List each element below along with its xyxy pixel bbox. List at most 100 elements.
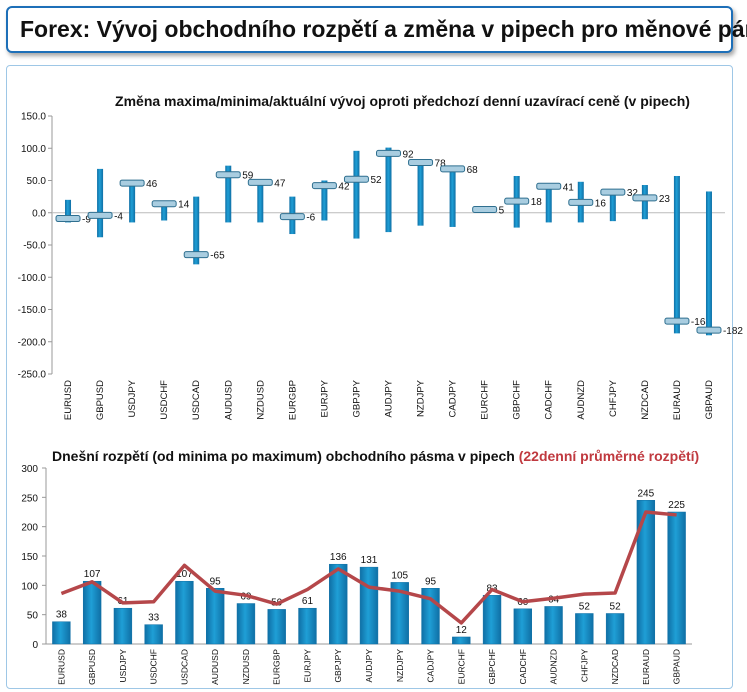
chart1-data-label: -168 (691, 317, 711, 328)
range-bar-today (482, 595, 502, 645)
range-bar-today (206, 588, 225, 645)
chart1-category-label: AUDJPY (384, 379, 395, 417)
chart1-category-label: GBPCHF (512, 380, 523, 420)
chart2-category-label: GBPUSD (87, 649, 97, 685)
chart2-category-label: USDCAD (179, 649, 189, 685)
chart1-category-label: GBPUSD (95, 380, 106, 420)
range-bar (449, 166, 456, 227)
range-bar-today (113, 607, 133, 645)
range-bar-today (513, 608, 532, 645)
range-bar-today (605, 613, 625, 645)
current-marker (151, 200, 177, 208)
chart1-category-label: CADCHF (544, 380, 555, 420)
chart1-data-label: 47 (274, 178, 286, 189)
chart2-title-red: (22denní průměrné rozpětí) (519, 448, 699, 464)
chart2-data-label: 105 (391, 570, 408, 581)
chart1-data-label: 14 (178, 200, 190, 211)
chart1-category-label: NZDUSD (255, 380, 266, 420)
chart1-data-label: -65 (210, 251, 225, 262)
range-bar (353, 150, 360, 239)
current-marker (119, 179, 145, 187)
chart2-category-label: USDCHF (149, 649, 159, 684)
chart2-category-label: GBPCHF (487, 649, 497, 684)
range-bar-today (359, 566, 379, 645)
chart1-category-label: EURAUD (672, 380, 683, 420)
range-bar (705, 191, 712, 336)
chart2-category-label: EURUSD (56, 649, 66, 685)
chart1-title: Změna maxima/minima/aktuální vývoj oprot… (115, 93, 690, 109)
chart2-data-label: 52 (579, 601, 591, 612)
chart2-category-label: CADCHF (518, 649, 528, 684)
chart2-category-label: CHFJPY (579, 649, 589, 682)
chart1-data-label: 92 (403, 149, 415, 160)
chart2-y-tick-label: 250 (21, 493, 38, 504)
current-marker (440, 165, 466, 173)
chart2-y-tick-label: 0 (32, 640, 38, 651)
current-marker (279, 213, 305, 221)
range-bar-today (236, 603, 256, 645)
chart1-y-tick-label: 100.0 (21, 144, 46, 155)
chart1-category-label: GBPAUD (704, 380, 715, 420)
current-marker (247, 178, 273, 186)
chart1-data-label: -9 (82, 215, 91, 226)
chart1-category-label: AUDNZD (576, 380, 587, 420)
current-marker (183, 251, 209, 259)
chart1-y-tick-label: -150.0 (18, 305, 47, 316)
range-bar-today (144, 624, 163, 645)
range-bar-today (544, 606, 563, 645)
current-marker (600, 188, 626, 196)
chart1-category-label: EURJPY (319, 379, 330, 417)
current-marker (376, 149, 401, 157)
range-bar (321, 180, 328, 221)
current-marker (343, 175, 369, 183)
chart2-category-label: NZDUSD (241, 649, 251, 684)
current-marker (696, 326, 722, 334)
chart1-data-label: 41 (563, 182, 575, 193)
chart1-y-tick-label: 0.0 (32, 208, 46, 219)
chart1-category-label: CHFJPY (608, 379, 619, 417)
chart1-y-tick-label: -200.0 (18, 337, 47, 348)
chart1-y-tick-label: -50.0 (23, 241, 46, 252)
header-box: Forex: Vývoj obchodního rozpětí a změna … (6, 6, 747, 53)
range-bar (161, 201, 168, 221)
chart2-data-label: 131 (361, 555, 378, 566)
range-bar-today (636, 500, 656, 645)
chart2-category-label: EURAUD (641, 649, 651, 685)
chart1-category-label: EURUSD (63, 380, 74, 420)
range-bar (129, 181, 136, 223)
chart1-data-label: -4 (114, 211, 123, 222)
current-marker (87, 211, 113, 219)
chart1-category-label: EURCHF (480, 380, 491, 420)
chart1-data-label: -6 (306, 213, 315, 224)
chart2-data-label: 225 (668, 500, 685, 511)
current-marker (408, 158, 434, 166)
page-title: Forex: Vývoj obchodního rozpětí a změna … (20, 16, 747, 42)
chart2-category-label: EURCHF (456, 649, 466, 684)
chart2-category-label: NZDCAD (610, 649, 620, 684)
chart2-data-label: 38 (56, 610, 68, 621)
chart1-data-label: 59 (242, 171, 254, 182)
chart1-data-label: 18 (531, 197, 543, 208)
range-bar (97, 168, 104, 238)
current-marker (55, 215, 81, 223)
chart2-data-label: 61 (302, 596, 314, 607)
chart2-data-label: 136 (330, 552, 347, 563)
range-bar-today (452, 636, 471, 645)
range-bar-today (82, 580, 102, 645)
current-marker (632, 194, 658, 202)
chart1-category-label: GBPJPY (351, 379, 362, 417)
chart2-data-label: 52 (610, 601, 622, 612)
range-bar (257, 180, 264, 223)
chart1-category-label: USDCAD (191, 380, 202, 420)
chart1-y-tick-label: -100.0 (18, 273, 47, 284)
chart2-data-label: 245 (638, 488, 655, 499)
chart1-category-label: NZDCAD (640, 380, 651, 420)
range-bar-today (329, 563, 348, 645)
range-bar (417, 161, 424, 226)
chart1-data-label: 32 (627, 188, 639, 199)
chart1-data-label: -182 (723, 326, 743, 337)
current-marker (215, 171, 241, 179)
chart2-category-label: GBPAUD (672, 649, 682, 684)
chart2-y-tick-label: 300 (21, 464, 38, 475)
range-bar-today (175, 580, 194, 645)
